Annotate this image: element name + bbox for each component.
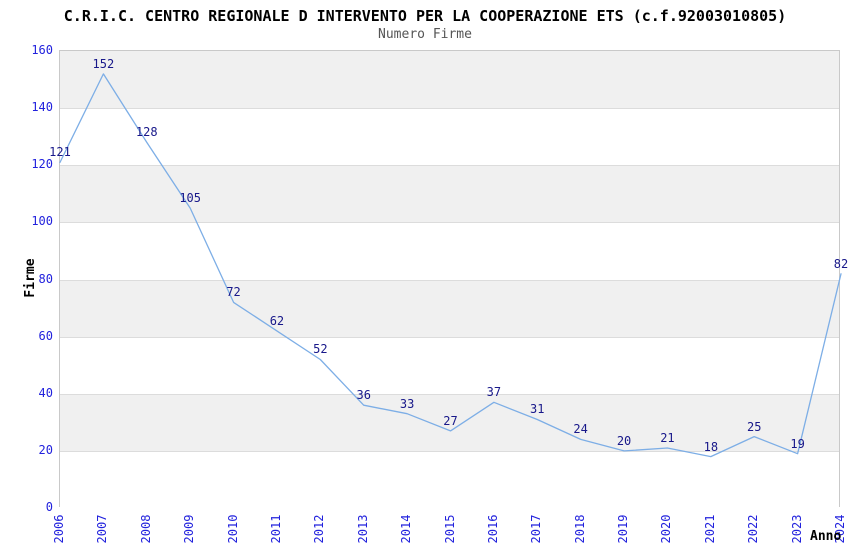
y-tick-label: 160 (31, 43, 53, 57)
point-label: 105 (179, 191, 201, 206)
point-label: 37 (486, 385, 502, 400)
grid-band (60, 108, 839, 166)
y-tick-label: 60 (38, 328, 53, 343)
point-label: 72 (226, 285, 241, 300)
gridline (60, 165, 839, 166)
grid-band (60, 279, 839, 337)
plot-area: 121 152 128 105 72 62 52 36 33 27 37 31 24 20 21 18 25 19… (49, 50, 848, 508)
point-label: 152 (92, 56, 115, 71)
y-tick-label: 0 (45, 500, 53, 514)
x-tick-label: 2012 (312, 514, 327, 544)
point-label: 27 (443, 413, 458, 428)
gridline (60, 337, 839, 338)
point-label: 20 (616, 433, 632, 448)
series-svg (59, 73, 842, 458)
y-tick-label: 20 (38, 442, 53, 457)
y-tick-label: 120 (31, 157, 53, 172)
x-tick-label: 2021 (702, 514, 717, 544)
y-tick-label: 40 (38, 385, 53, 400)
point-label: 62 (269, 313, 285, 328)
x-tick-label: 2010 (225, 514, 240, 544)
grid-band (60, 222, 839, 280)
x-tick-label: 2015 (442, 514, 457, 544)
x-tick-label: 2007 (95, 514, 110, 544)
chart-subtitle: Numero Firme (378, 27, 472, 42)
point-label: 18 (703, 439, 719, 454)
point-label: 31 (530, 402, 545, 417)
point-label: 36 (356, 388, 371, 403)
x-axis-label: Anno (810, 529, 842, 544)
point-label: 128 (135, 125, 158, 140)
gridline (60, 280, 839, 281)
x-tick-label: 2014 (399, 514, 414, 544)
gridline (60, 222, 839, 223)
point-label: 52 (313, 342, 328, 357)
x-tick-label: 2022 (746, 514, 761, 544)
grid-band (60, 336, 839, 394)
gridline (60, 394, 839, 395)
grid-band (60, 165, 839, 223)
series-line (59, 73, 842, 458)
grid-band (60, 51, 839, 109)
x-tick-label: 2017 (529, 514, 544, 544)
x-tick-label: 2016 (485, 514, 500, 544)
y-tick-label: 100 (31, 214, 53, 229)
point-label: 121 (49, 145, 71, 160)
x-tick-label: 2006 (52, 514, 66, 544)
y-tick-label: 80 (38, 271, 53, 286)
gridline (60, 451, 839, 452)
x-tick-label: 2018 (572, 514, 587, 544)
gridline (60, 108, 839, 109)
point-label: 21 (660, 431, 675, 446)
x-tick-label: 2009 (182, 514, 197, 544)
grid-band (60, 450, 839, 508)
y-tick-label: 140 (31, 100, 53, 115)
point-label: 82 (833, 256, 849, 271)
x-tick-label: 2023 (789, 514, 804, 544)
point-label: 24 (573, 422, 588, 437)
x-tick-label: 2019 (616, 514, 631, 544)
x-tick-label: 2020 (659, 514, 674, 544)
x-tick-label: 2008 (138, 514, 153, 544)
y-axis-label: Firme (23, 258, 38, 298)
point-label: 25 (746, 419, 762, 434)
point-label: 33 (399, 396, 415, 411)
point-label: 19 (790, 436, 805, 451)
chart-title: C.R.I.C. CENTRO REGIONALE D INTERVENTO P… (63, 7, 787, 25)
x-tick-label: 2011 (268, 514, 283, 544)
x-tick-label: 2013 (355, 514, 370, 544)
grid-band (60, 393, 839, 451)
